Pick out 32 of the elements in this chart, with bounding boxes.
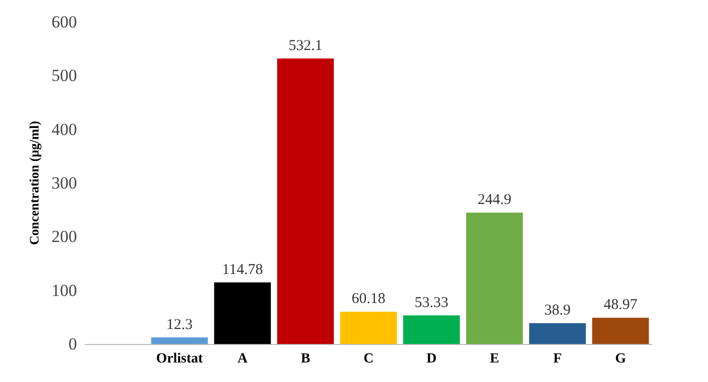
- y-tick-label: 0: [68, 334, 77, 354]
- bar: [529, 323, 586, 344]
- data-label: 53.33: [414, 294, 448, 311]
- bar: [466, 212, 523, 344]
- x-tick-label: F: [553, 352, 562, 366]
- data-label: 12.3: [166, 316, 193, 333]
- data-label: 38.9: [544, 302, 571, 319]
- data-label: 114.78: [222, 262, 263, 278]
- y-tick-label: 400: [52, 120, 77, 139]
- data-label: 48.97: [604, 297, 638, 314]
- bar: [151, 337, 208, 344]
- y-tick-label: 100: [52, 280, 77, 300]
- data-label: 532.1: [288, 38, 322, 54]
- x-tick-label: D: [426, 352, 437, 366]
- x-tick-label: C: [363, 352, 374, 366]
- bar: [214, 282, 271, 344]
- x-tick-label: B: [300, 352, 310, 366]
- y-tick-label: 600: [52, 12, 77, 32]
- y-tick-label: 300: [52, 174, 77, 192]
- bar: [403, 315, 460, 344]
- y-tick-label: 500: [52, 66, 77, 86]
- bar: [277, 58, 334, 344]
- x-tick-label: G: [615, 352, 626, 366]
- data-label: 244.9: [478, 192, 512, 208]
- x-tick-label: Orlistat: [156, 352, 204, 366]
- y-tick-label: 200: [52, 227, 77, 246]
- y-axis-title: Concentration (µg/ml): [26, 120, 42, 246]
- bar: [340, 312, 397, 344]
- bar: [592, 318, 649, 344]
- x-tick-label: A: [237, 352, 248, 366]
- x-tick-label: E: [490, 352, 500, 366]
- data-label: 60.18: [352, 291, 386, 308]
